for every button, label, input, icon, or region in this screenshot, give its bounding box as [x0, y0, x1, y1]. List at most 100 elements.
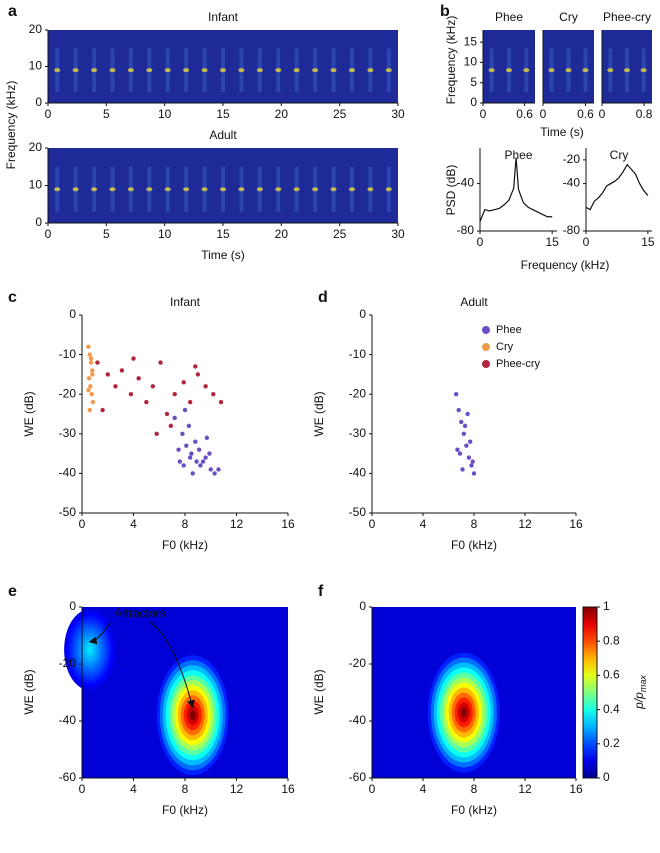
y-axis-label: WE (dB)	[312, 669, 326, 714]
x-axis-label: F0 (kHz)	[451, 803, 497, 817]
scatter-point	[461, 431, 466, 436]
x-tick-label: 12	[230, 517, 244, 531]
spectrogram-ridge	[146, 187, 153, 192]
x-tick-label: 25	[333, 227, 347, 241]
scatter-point	[172, 392, 177, 397]
colorbar-label: p/pmax	[632, 675, 648, 710]
scatter-point	[119, 368, 125, 373]
y-tick-label: 20	[29, 140, 43, 154]
x-tick-label: 20	[275, 107, 289, 121]
colorbar-label-main: p/p	[632, 692, 646, 710]
spectrogram-ridge	[220, 187, 226, 192]
scatter-point	[469, 463, 474, 468]
chart-title: Phee-cry	[603, 10, 651, 24]
scatter-point	[158, 360, 163, 365]
scatter-point	[200, 459, 206, 464]
spectrogram-background	[602, 30, 652, 103]
chart-title: Infant	[208, 10, 239, 24]
scatter-point	[113, 384, 118, 389]
annotation-arrow	[88, 621, 111, 645]
scatter-point	[136, 376, 141, 381]
colorbar-tick-label: 1	[603, 599, 610, 613]
scatter-point	[87, 352, 92, 357]
x-tick-label: 15	[216, 227, 230, 241]
scatter-point	[193, 364, 198, 369]
y-tick-label: -30	[349, 426, 367, 440]
scatter-point	[455, 447, 460, 452]
x-tick-label: 12	[230, 782, 244, 796]
scatter-point	[189, 451, 194, 456]
spectrogram-ridge	[348, 68, 355, 73]
spectrogram-ridge	[330, 187, 337, 192]
y-tick-label: -20	[349, 386, 367, 400]
spectrogram-ridge	[275, 187, 282, 192]
spectrogram-ridge	[548, 68, 555, 73]
chart-title: Adult	[460, 295, 488, 309]
spectrogram-ridge	[127, 187, 134, 192]
x-tick-label: 0	[79, 782, 86, 796]
x-tick-label: 10	[158, 227, 172, 241]
spectrogram-ridge	[201, 68, 208, 73]
x-tick-label: 30	[391, 227, 405, 241]
scatter-point	[207, 451, 212, 456]
spectrogram-ridge	[238, 68, 245, 73]
scatter-point	[211, 392, 216, 397]
spectrogram-ridge	[54, 68, 61, 73]
annotation: Attractors	[114, 606, 165, 620]
legend-label: Cry	[496, 341, 514, 353]
x-tick-label: 8	[182, 517, 189, 531]
legend-label: Phee-cry	[496, 358, 541, 370]
legend-marker	[482, 360, 490, 368]
chart-title: Cry	[610, 148, 629, 162]
y-axis-label: WE (dB)	[312, 391, 326, 436]
scatter-point	[86, 344, 91, 349]
scatter-point	[457, 451, 463, 456]
scatter-point	[100, 407, 105, 413]
scatter-point	[131, 356, 136, 361]
scatter-point	[86, 376, 92, 381]
density-peak	[427, 652, 500, 773]
y-tick-label: 0	[470, 95, 477, 109]
y-tick-label: -40	[59, 713, 77, 727]
spectrogram-background	[48, 30, 398, 103]
chart-title: Infant	[170, 295, 201, 309]
colorbar-tick-label: 0	[603, 770, 610, 784]
scatter-point	[212, 471, 217, 476]
scatter-point	[187, 455, 193, 460]
x-tick-label: 4	[130, 782, 137, 796]
x-tick-label: 8	[471, 782, 478, 796]
spectrogram-ridge	[275, 68, 282, 73]
y-tick-label: -40	[349, 713, 367, 727]
colorbar	[582, 606, 598, 779]
panel-label: d	[318, 289, 328, 306]
legend-label: Phee	[496, 324, 522, 336]
x-tick-label: 0.6	[516, 107, 533, 121]
x-tick-label: 0	[599, 107, 606, 121]
scatter-point	[466, 455, 472, 460]
scatter-point	[186, 423, 192, 429]
x-tick-label: 16	[569, 517, 583, 531]
psd-line	[479, 157, 553, 222]
x-tick-label: 8	[182, 782, 189, 796]
y-tick-label: -10	[59, 347, 77, 361]
x-tick-label: 0	[480, 107, 487, 121]
y-tick-label: 0	[69, 307, 76, 321]
scatter-point	[182, 407, 188, 413]
y-axis-label: WE (dB)	[22, 669, 36, 714]
scatter-point	[95, 360, 100, 365]
spectrogram-ridge	[256, 68, 263, 73]
scatter-point	[90, 399, 96, 405]
y-tick-label: -50	[59, 505, 77, 519]
y-tick-label: 10	[464, 55, 478, 69]
x-tick-label: 4	[420, 517, 427, 531]
scatter-point	[471, 471, 477, 476]
scatter-point	[198, 463, 203, 468]
spectrogram-ridge	[293, 68, 300, 73]
spectrogram-ridge	[91, 187, 98, 192]
y-tick-label: 5	[470, 75, 477, 89]
scatter-point	[154, 431, 159, 436]
x-tick-label: 0	[583, 235, 590, 249]
y-axis-label: Frequency (kHz)	[444, 16, 458, 105]
x-tick-label: 15	[641, 235, 655, 249]
